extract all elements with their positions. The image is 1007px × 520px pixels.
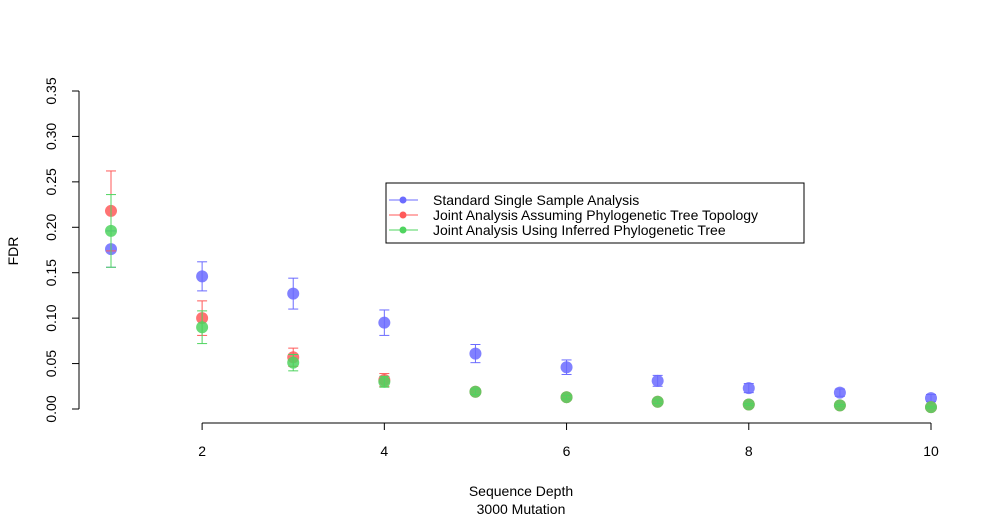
data-point [378,375,391,388]
data-point [105,224,117,237]
data-point [469,385,482,398]
data-point [196,321,209,334]
data-point [651,395,664,408]
y-tick-label: 0.25 [43,168,59,195]
legend-box [385,182,805,244]
data-point [378,316,391,329]
x-ticks: 2 4 6 8 10 [198,423,939,459]
data-point [287,356,300,369]
legend-label: Joint Analysis Using Inferred Phylogenet… [433,222,726,238]
data-point [196,270,209,283]
series-3 [105,194,937,414]
y-tick-label: 0.20 [43,213,59,240]
x-tick-label: 8 [745,443,753,459]
y-tick-label: 0.00 [43,395,59,422]
x-tick-label: 2 [198,443,206,459]
data-point [742,382,755,395]
data-point [560,361,573,374]
y-ticks: 0.00 0.05 0.10 0.15 0.20 0.25 0.30 0.35 [43,77,79,423]
data-point [925,392,937,405]
series-1 [105,230,937,405]
data-point [742,398,755,411]
legend-marker [399,211,407,219]
x-tick-label: 4 [380,443,388,459]
data-point [925,401,937,414]
series-layer [105,170,937,414]
y-tick-label: 0.35 [43,77,59,104]
axes: 2 4 6 8 10 0.00 0.05 0.10 0.15 0.20 0.25 0.30 0.35 [43,77,939,459]
legend-marker [399,196,407,204]
legend-label: Standard Single Sample Analysis [433,192,639,208]
x-axis-label: Sequence Depth [469,483,573,499]
legend-item: Joint Analysis Assuming Phylogenetic Tre… [389,207,758,223]
legend-item: Joint Analysis Using Inferred Phylogenet… [389,222,726,238]
legend-marker [399,226,407,234]
x-tick-label: 6 [563,443,571,459]
data-point [560,391,573,404]
legend-item: Standard Single Sample Analysis [389,192,639,208]
y-tick-label: 0.30 [43,123,59,150]
y-axis-label: FDR [5,237,21,266]
y-tick-label: 0.05 [43,350,59,377]
data-point [833,399,846,412]
y-tick-label: 0.15 [43,259,59,286]
data-point [833,386,846,399]
data-point [469,347,482,360]
y-tick-label: 0.10 [43,304,59,331]
x-axis-sublabel: 3000 Mutation [477,501,566,517]
data-point [287,287,300,300]
data-point [651,374,664,387]
legend-label: Joint Analysis Assuming Phylogenetic Tre… [433,207,758,223]
x-tick-label: 10 [923,443,939,459]
